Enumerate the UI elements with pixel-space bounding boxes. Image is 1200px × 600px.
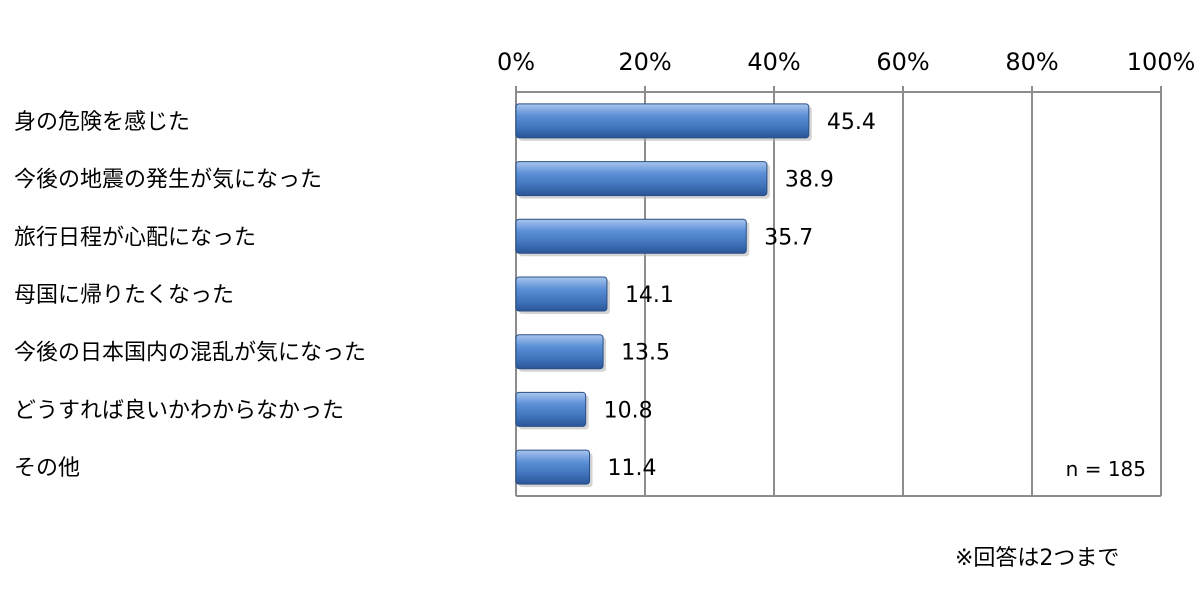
- labels: 0% 20% 40% 60% 80% 100% 身の危険を感じた 45.4 今後の地震の発生が気…: [14, 48, 1195, 481]
- category-label: 旅行日程が心配になった: [14, 225, 256, 250]
- value-label: 38.9: [785, 168, 834, 193]
- gridlines: [515, 86, 1162, 497]
- x-tick-label: 0%: [497, 48, 535, 76]
- value-label: 14.1: [625, 283, 674, 308]
- x-tick-label: 80%: [1005, 48, 1058, 76]
- category-label: 今後の日本国内の混乱が気になった: [14, 341, 366, 366]
- value-label: 11.4: [608, 456, 657, 481]
- x-tick-label: 40%: [747, 48, 800, 76]
- value-label: 13.5: [621, 341, 670, 366]
- value-label: 45.4: [827, 110, 876, 135]
- bar: [515, 161, 768, 197]
- value-label: 35.7: [764, 225, 813, 250]
- category-label: どうすれば良いかわからなかった: [14, 398, 344, 423]
- footnote: ※回答は2つまで: [955, 546, 1120, 571]
- bar: [515, 276, 608, 312]
- bar: [515, 334, 604, 370]
- bar: [515, 103, 810, 139]
- bars: [515, 103, 812, 488]
- x-tick-label: 60%: [876, 48, 929, 76]
- bar: [515, 218, 747, 254]
- category-label: 身の危険を感じた: [14, 110, 190, 135]
- bar: [515, 449, 591, 485]
- sample-size-note: n = 185: [1066, 457, 1146, 481]
- x-tick-label: 100%: [1127, 48, 1196, 76]
- category-label: その他: [14, 456, 80, 481]
- category-label: 今後の地震の発生が気になった: [14, 168, 322, 193]
- category-label: 母国に帰りたくなった: [14, 283, 234, 308]
- value-label: 10.8: [604, 398, 653, 423]
- bar: [515, 391, 587, 427]
- x-tick-label: 20%: [618, 48, 671, 76]
